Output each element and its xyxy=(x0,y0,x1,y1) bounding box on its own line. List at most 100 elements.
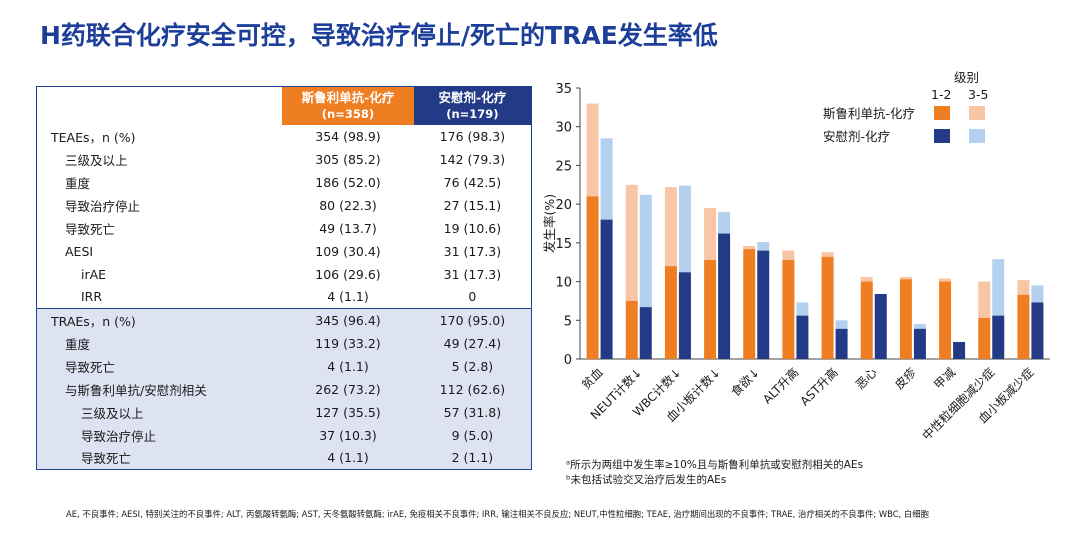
bar-pembro-grade3-5 xyxy=(821,252,834,257)
x-category-label: 甲减 xyxy=(931,365,958,392)
placebo-header-n: (n=179) xyxy=(446,106,499,121)
table-row: 与斯鲁利单抗/安慰剂相关 262 (73.2) 112 (62.6) xyxy=(36,377,532,401)
bar-placebo-grade1-2 xyxy=(639,307,652,359)
table-body: TEAEs，n (%) 354 (98.9) 176 (98.3) 三级及以上 305 … xyxy=(36,124,532,470)
bar-placebo-grade1-2 xyxy=(678,272,691,359)
table-cell-pembro: 49 (13.7) xyxy=(319,220,377,236)
table-cell-pembro: 262 (73.2) xyxy=(315,381,381,397)
bar-placebo-grade1-2 xyxy=(835,328,848,359)
bar-placebo-grade1-2 xyxy=(757,250,770,359)
bar-placebo-grade3-5 xyxy=(639,194,652,308)
table-row-label: IRR xyxy=(81,289,103,305)
table-header-placebo: 安慰剂-化疗 (n=179) xyxy=(413,86,532,125)
table-cell-pembro: 37 (10.3) xyxy=(319,427,377,443)
bar-pembro-grade3-5 xyxy=(978,281,991,318)
table-cell-pembro: 4 (1.1) xyxy=(327,450,369,466)
table-header-row: 斯鲁利单抗-化疗 (n=358) 安慰剂-化疗 (n=179) xyxy=(36,86,532,125)
table-row: TEAEs，n (%) 354 (98.9) 176 (98.3) xyxy=(36,124,532,148)
table-cell-placebo: 142 (79.3) xyxy=(439,151,506,167)
ae-bar-chart: 05101520253035发生率(%)贫血NEUT计数↓WBC计数↓血小板计数… xyxy=(542,70,1050,443)
y-tick-label: 20 xyxy=(555,198,572,213)
bar-pembro-grade1-2 xyxy=(1017,294,1030,359)
bar-placebo-grade3-5 xyxy=(678,185,691,273)
bar-pembro-grade3-5 xyxy=(782,250,795,260)
table-cell-pembro: 106 (29.6) xyxy=(315,266,381,282)
table-row: 导致治疗停止 37 (10.3) 9 (5.0) xyxy=(36,423,532,447)
bar-pembro-grade3-5 xyxy=(939,278,952,282)
bar-placebo-grade1-2 xyxy=(992,315,1005,359)
x-category-label: 食欲↓ xyxy=(728,365,763,400)
legend-series-label: 安慰剂-化疗 xyxy=(823,129,890,144)
legend-swatch-pembro-grade3-5 xyxy=(969,106,985,120)
bar-placebo-grade1-2 xyxy=(718,233,731,359)
bar-placebo-grade3-5 xyxy=(796,302,809,316)
table-cell-pembro: 109 (30.4) xyxy=(315,243,381,259)
bar-placebo-grade3-5 xyxy=(1031,285,1044,303)
table-cell-placebo: 0 xyxy=(468,289,477,305)
x-category-label: 中性粒细胞减少症 xyxy=(919,365,997,443)
table-cell-pembro: 4 (1.1) xyxy=(327,289,369,305)
table-cell-pembro: 80 (22.3) xyxy=(319,197,377,213)
table-row-label: irAE xyxy=(81,266,107,282)
bar-pembro-grade3-5 xyxy=(1017,280,1030,295)
bar-placebo-grade1-2 xyxy=(796,315,809,359)
bar-pembro-grade3-5 xyxy=(899,276,912,280)
table-row: TRAEs，n (%) 345 (96.4) 170 (95.0) xyxy=(36,308,532,332)
legend-series-label: 斯鲁利单抗-化疗 xyxy=(823,106,915,121)
table-cell-placebo: 5 (2.8) xyxy=(451,358,494,374)
bar-placebo-grade3-5 xyxy=(718,211,731,234)
table-row-label: 导致治疗停止 xyxy=(81,428,157,444)
table-cell-pembro: 127 (35.5) xyxy=(315,404,381,420)
legend-title: 级别 xyxy=(954,70,979,85)
table-row-label: 重度 xyxy=(65,336,91,352)
bar-pembro-grade3-5 xyxy=(860,276,873,282)
bar-pembro-grade1-2 xyxy=(743,249,756,359)
bar-placebo-grade1-2 xyxy=(600,219,613,359)
bar-pembro-grade1-2 xyxy=(704,259,717,359)
bar-pembro-grade3-5 xyxy=(664,187,677,267)
bar-placebo-grade3-5 xyxy=(913,324,926,329)
bar-pembro-grade1-2 xyxy=(860,281,873,359)
bar-placebo-grade3-5 xyxy=(600,138,613,220)
bar-pembro-grade1-2 xyxy=(586,196,599,359)
legend-swatch-placebo-grade3-5 xyxy=(969,129,985,143)
table-header-pembro: 斯鲁利单抗-化疗 (n=358) xyxy=(282,86,414,125)
placebo-header-label: 安慰剂-化疗 xyxy=(438,89,507,105)
table-row: 导致死亡 49 (13.7) 19 (10.6) xyxy=(36,216,532,240)
table-row-label: 重度 xyxy=(65,175,91,191)
legend-swatch-pembro-grade1-2 xyxy=(934,106,950,120)
bar-pembro-grade1-2 xyxy=(978,317,991,359)
abbreviations-note: AE, 不良事件; AESI, 特别关注的不良事件; ALT, 丙氨酸转氨酶; … xyxy=(66,509,929,519)
y-axis-label: 发生率(%) xyxy=(542,194,557,253)
y-tick-label: 10 xyxy=(555,276,572,291)
table-row: 重度 119 (33.2) 49 (27.4) xyxy=(36,331,532,355)
pembro-header-n: (n=358) xyxy=(321,106,375,121)
table-row: 导致死亡 4 (1.1) 2 (1.1) xyxy=(36,446,532,470)
bar-placebo-grade1-2 xyxy=(953,341,966,359)
footnote-b: ᵇ未包括试验交叉治疗后发生的AEs xyxy=(566,474,727,486)
bar-pembro-grade1-2 xyxy=(821,256,834,359)
legend-swatch-placebo-grade1-2 xyxy=(934,129,950,143)
table-cell-placebo: 57 (31.8) xyxy=(443,404,502,420)
table-row-label: 导致死亡 xyxy=(65,359,116,375)
table-row: 三级及以上 305 (85.2) 142 (79.3) xyxy=(36,147,532,171)
table-row: IRR 4 (1.1) 0 xyxy=(36,285,532,309)
x-category-label: 皮疹 xyxy=(891,365,919,393)
bar-pembro-grade3-5 xyxy=(743,245,756,250)
table-cell-pembro: 345 (96.4) xyxy=(282,308,414,332)
y-tick-label: 15 xyxy=(555,237,572,252)
bar-placebo-grade3-5 xyxy=(835,320,848,329)
table-row-label: 导致死亡 xyxy=(65,221,116,237)
bar-pembro-grade3-5 xyxy=(625,184,638,301)
table-cell-placebo: 176 (98.3) xyxy=(439,128,506,144)
bar-placebo-grade1-2 xyxy=(913,328,926,359)
bar-placebo-grade1-2 xyxy=(874,293,887,359)
x-category-label: 贫血 xyxy=(578,365,606,393)
x-category-label: 恶心 xyxy=(853,365,880,392)
footnotes: ᵃ所示为两组中发生率≥10%且与斯鲁利单抗或安慰剂相关的AEs ᵇ未包括试验交叉… xyxy=(566,458,863,488)
table-cell-pembro: 4 (1.1) xyxy=(327,358,369,374)
table-cell-placebo: 31 (17.3) xyxy=(443,243,502,259)
x-category-label: AST升高 xyxy=(797,365,841,409)
x-category-label: ALT升高 xyxy=(759,365,801,407)
bar-pembro-grade1-2 xyxy=(625,300,638,359)
